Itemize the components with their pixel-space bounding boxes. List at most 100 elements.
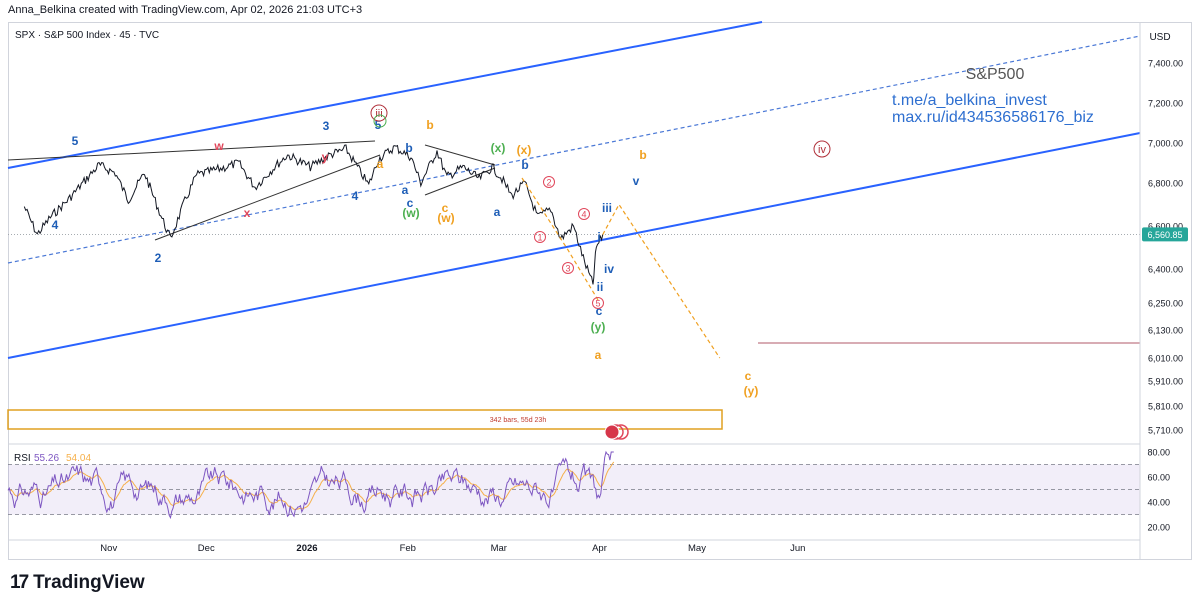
chart-frame[interactable] [8, 22, 1192, 560]
us-flag-icon [604, 424, 620, 440]
circled-wave-mark [543, 176, 555, 188]
last-price-badge [1142, 227, 1188, 242]
price-tick-label: 6,400.00 [1148, 265, 1183, 275]
rsi-panel: RSI 55.26 54.04 [7, 443, 1140, 520]
circled-wave-label: 2 [546, 178, 551, 188]
tv-logo-icon: 17 [10, 572, 29, 593]
time-axis: Nov Dec 2026 Feb Mar Apr May Jun [8, 539, 1140, 554]
time-tick-label: Mar [491, 543, 507, 554]
channel-lower [7, 132, 1141, 359]
wave-label: 4 [352, 189, 359, 203]
wave-label: iii [602, 201, 612, 215]
time-tick-label: May [688, 543, 706, 554]
watermark-link2: max.ru/id434536586176_biz [892, 109, 1094, 126]
wave-label: a [494, 205, 501, 219]
circled-wave-mark [592, 297, 604, 309]
wave-label: a [377, 157, 384, 171]
wave-label: b [521, 158, 528, 172]
channel-mid-dashed [7, 35, 1141, 264]
currency-label: USD [1149, 32, 1170, 43]
circled-roman-label: iv [818, 144, 826, 156]
rsi-ma-line [7, 461, 615, 510]
time-tick-label: Nov [100, 543, 117, 554]
time-tick-label: 2026 [296, 543, 317, 554]
tv-brand: TradingView [33, 572, 145, 593]
wave-label: w [213, 139, 224, 153]
wave-label: 5 [375, 118, 382, 132]
price-tick-label: 5,910.00 [1148, 377, 1183, 387]
circled-wave-label: 3 [565, 264, 570, 274]
time-tick-label: Feb [400, 543, 416, 554]
tradingview-logo[interactable]: 17 TradingView [10, 572, 145, 594]
rsi-tick-label: 80.00 [1147, 448, 1170, 458]
symbol-title: SPX · S&P 500 Index · 45 · TVC [15, 30, 159, 41]
wave-label: (x) [517, 143, 532, 157]
rsi-line [7, 450, 614, 520]
wave-label: b [426, 118, 433, 132]
wave-label: a [595, 348, 602, 362]
trendline-top [7, 140, 376, 161]
wave-label: c [596, 304, 603, 318]
wave-c-path [521, 177, 599, 301]
rsi-value: 55.26 [34, 453, 59, 464]
price-tick-label: 6,130.00 [1148, 326, 1183, 336]
wave-label: iv [604, 262, 614, 276]
wave-label: x [244, 206, 251, 220]
wave-label: c [407, 196, 414, 210]
wave-label: b [405, 141, 412, 155]
watermark-link1: t.me/a_belkina_invest [892, 92, 1047, 109]
circled-wave-mark [578, 208, 590, 220]
circled-wave-mark [562, 262, 574, 274]
time-tick-label: Dec [198, 543, 215, 554]
trendline-bottom [154, 154, 381, 241]
price-tick-label: 6,010.00 [1148, 354, 1183, 364]
price-tick-label: 7,400.00 [1148, 59, 1183, 69]
price-tick-label: 7,200.00 [1148, 99, 1183, 109]
circled-wave-label: 1 [537, 233, 542, 243]
wave-label: v [633, 174, 640, 188]
price-line [23, 144, 604, 285]
rsi-tick-label: 40.00 [1147, 498, 1170, 508]
wave-label: (w) [437, 211, 454, 225]
time-tick-label: Jun [790, 543, 805, 554]
circled-roman-mark [813, 140, 831, 158]
circled-roman-mark [370, 104, 388, 122]
range-label: 342 bars, 55d 23h [490, 417, 547, 424]
time-tick-label: Apr [592, 543, 607, 554]
price-tick-label: 5,710.00 [1148, 426, 1183, 436]
wave-label: (x) [491, 141, 506, 155]
channel-lines [7, 21, 1141, 430]
circled-roman-label: iii [375, 108, 382, 120]
last-price-label: 6,560.85 [1147, 230, 1182, 240]
target-range-box [7, 409, 723, 430]
projection-path [602, 203, 721, 359]
wave-label: c [745, 369, 752, 383]
price-tick-label: 6,600.00 [1148, 222, 1183, 232]
wave-label: (w) [402, 206, 419, 220]
price-tick-label: 5,810.00 [1148, 402, 1183, 412]
watermark-name: S&P500 [966, 66, 1025, 83]
wave-label: c [442, 201, 449, 215]
wave-label: 3 [323, 119, 330, 133]
triangle-top [424, 144, 496, 166]
price-series [23, 144, 721, 359]
price-tick-label: 7,000.00 [1148, 139, 1183, 149]
wave-label: (y) [591, 320, 606, 334]
circled-wave-mark [534, 231, 546, 243]
rsi-ma-value: 54.04 [66, 453, 91, 464]
circled-wave-label: 5 [595, 299, 600, 309]
wave-label: b [639, 148, 646, 162]
circled-wave-label: 4 [581, 210, 586, 220]
wave-label: 4 [52, 218, 59, 232]
rsi-tick-label: 20.00 [1147, 523, 1170, 533]
channel-upper [7, 21, 763, 169]
wave-label: y [322, 150, 329, 164]
price-tick-label: 6,250.00 [1148, 299, 1183, 309]
rsi-label: RSI [14, 453, 31, 464]
wave-label: i [597, 230, 600, 244]
header-credit: Anna_Belkina created with TradingView.co… [8, 4, 363, 16]
wave-label: ii [597, 280, 604, 294]
wave-label: 2 [155, 251, 162, 265]
